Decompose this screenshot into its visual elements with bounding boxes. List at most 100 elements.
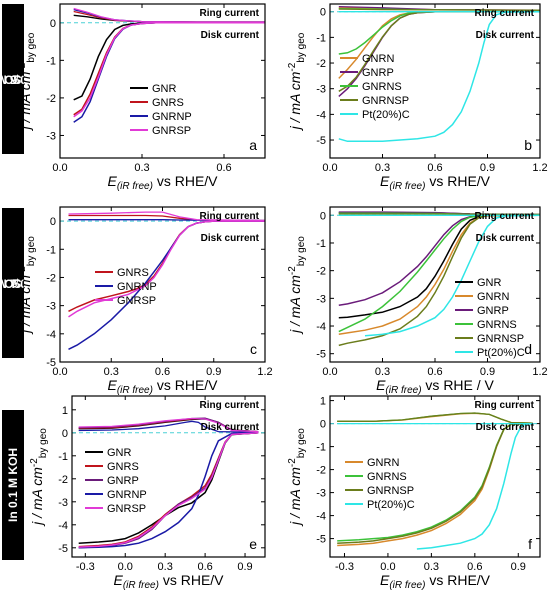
plot-frame xyxy=(59,206,266,363)
panel-f: -0.3 0.0 0.3 0.6 0.9 -5 -4 -3 -2 -1 0 1 Ring current… xyxy=(287,395,541,591)
y-tick-label: -3 xyxy=(316,84,326,96)
disk-line-GNR xyxy=(78,432,259,544)
ring-line-GNRSP xyxy=(73,7,265,23)
x-tick-label: 0.6 xyxy=(427,366,442,378)
x-tick-label: 0.3 xyxy=(375,366,390,378)
legend-label: GNRNP xyxy=(117,281,157,293)
x-axis-label: E(iR free) vs RHE/V xyxy=(107,377,218,396)
y-tick-label: -4 xyxy=(46,329,56,341)
legend-label: GNRSP xyxy=(117,295,156,307)
disk-current-label: Disk current xyxy=(201,422,260,433)
legend-label: GNRN xyxy=(362,53,394,65)
ring-current-label: Ring current xyxy=(200,400,260,411)
x-tick-label: 0.0 xyxy=(322,366,337,378)
y-tick-label: 0 xyxy=(320,7,326,19)
x-tick-label: 0.3 xyxy=(424,561,439,573)
legend-label: GNRN xyxy=(477,291,509,303)
ring-line-GNRSP xyxy=(68,211,266,222)
legend-label: GNRP xyxy=(107,475,139,487)
disk-line-GNRNSP xyxy=(337,422,533,544)
x-tick-label: 0.6 xyxy=(197,561,212,573)
x-tick-label: 0.3 xyxy=(158,561,173,573)
ring-current-label: Ring current xyxy=(475,211,535,222)
legend-label: GNRNSP xyxy=(367,485,414,497)
x-tick-label: 1.2 xyxy=(532,366,547,378)
x-tick-label: 0.9 xyxy=(480,366,495,378)
legend-label: GNRNS xyxy=(362,81,402,93)
legend-label: GNRNS xyxy=(367,471,407,483)
x-tick-label: 0.6 xyxy=(427,162,442,174)
panel-letter: c xyxy=(250,341,257,357)
x-tick-label: 0.6 xyxy=(467,561,482,573)
disk-line-Pt(20%)C xyxy=(364,214,541,337)
y-tick-label: -2 xyxy=(316,465,326,477)
ring-current-label: Ring current xyxy=(200,8,260,19)
legend-label: GNRS xyxy=(117,267,149,279)
x-tick-label: 0.9 xyxy=(511,561,526,573)
legend-label: GNR xyxy=(107,447,132,459)
x-axis-label: E(iR free) vs RHE/V xyxy=(380,173,491,192)
y-tick-label: -3 xyxy=(316,488,326,500)
y-tick-label: -1 xyxy=(46,55,56,67)
x-tick-label: 0.0 xyxy=(52,162,67,174)
y-tick-label: 0 xyxy=(62,428,68,440)
y-tick-label: 1 xyxy=(320,396,326,408)
disk-current-label: Disk current xyxy=(476,30,535,41)
x-tick-label: 0.0 xyxy=(322,162,337,174)
y-tick-label: 0 xyxy=(50,18,56,30)
disk-line-GNRP xyxy=(338,214,540,307)
row-label-h2so4: In 0.5 M H2SO4 xyxy=(0,4,41,154)
x-tick-label: 0.0 xyxy=(118,561,133,573)
y-tick-label: -5 xyxy=(316,534,326,546)
y-axis-label: j / mA cm-2by geo xyxy=(29,428,49,527)
legend-label: GNRP xyxy=(362,67,394,79)
y-tick-label: -1 xyxy=(316,238,326,250)
y-tick-label: 1 xyxy=(62,405,68,417)
legend-label: GNR xyxy=(152,83,177,95)
panel-letter: e xyxy=(249,536,257,552)
panel-letter: f xyxy=(528,536,532,552)
x-tick-label: 0.6 xyxy=(216,162,231,174)
disk-current-label: Disk current xyxy=(201,30,260,41)
legend-label: GNRSP xyxy=(107,503,146,515)
y-tick-label: -3 xyxy=(316,293,326,305)
legend-label: GNRNP xyxy=(107,489,147,501)
legend-label: Pt(20%)C xyxy=(367,499,415,511)
y-tick-label: -4 xyxy=(316,321,326,333)
legend-label: GNRNSP xyxy=(362,95,409,107)
x-tick-label: 0.3 xyxy=(134,162,149,174)
disk-line-Pt(20%)C xyxy=(416,422,533,550)
panel-c: 0.0 0.3 0.6 0.9 1.2 -5 -4 -3 -2 -1 0 Ring current Di… xyxy=(17,206,273,396)
disk-line-GNRNSP xyxy=(338,10,540,92)
y-tick-label: -1 xyxy=(58,451,68,463)
ring-line-GNRNSP xyxy=(337,412,533,424)
y-tick-label: -4 xyxy=(58,520,68,532)
legend-label: GNRS xyxy=(107,461,139,473)
x-tick-label: 1.2 xyxy=(257,366,272,378)
y-tick-label: -5 xyxy=(316,349,326,361)
y-tick-label: -3 xyxy=(46,130,56,142)
disk-current-label: Disk current xyxy=(201,233,260,244)
legend-label: GNRN xyxy=(367,457,399,469)
y-tick-label: -3 xyxy=(58,497,68,509)
plot-frame xyxy=(329,206,541,363)
x-tick-label: 0.3 xyxy=(104,366,119,378)
disk-current-label: Disk current xyxy=(476,233,535,244)
disk-line-GNRSP xyxy=(73,22,265,118)
y-axis-label: j / mA cm-2by geo xyxy=(287,236,307,335)
legend-label: GNRNSP xyxy=(477,333,524,345)
y-tick-label: -4 xyxy=(316,511,326,523)
disk-line-Pt(20%)C xyxy=(338,10,541,143)
legend-label: GNRP xyxy=(477,305,509,317)
legend-label: Pt(20%)C xyxy=(362,109,410,121)
y-tick-label: -2 xyxy=(46,272,56,284)
row-label-k2so4: In 0.1 M K2SO4 xyxy=(0,208,41,358)
x-axis-label: E(iR free) vs RHE/V xyxy=(113,572,224,591)
ring-current-label: Ring current xyxy=(475,8,535,19)
y-axis-label: j / mA cm-2by geo xyxy=(287,32,307,131)
x-tick-label: 0.0 xyxy=(380,561,395,573)
panel-letter: d xyxy=(524,341,532,357)
panel-letter: a xyxy=(249,137,257,153)
y-tick-label: -2 xyxy=(46,93,56,105)
